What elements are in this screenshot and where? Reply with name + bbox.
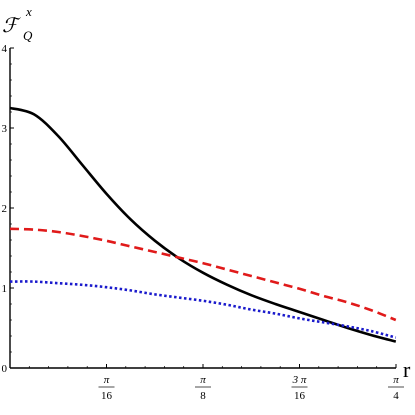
series-line-solid xyxy=(9,106,397,343)
y-axis-title: ℱ xyxy=(2,15,21,37)
series-line-dashed xyxy=(9,227,397,322)
axis-titles: ℱ x Q r xyxy=(2,4,411,382)
y-axis-title-superscript: x xyxy=(25,4,32,19)
y-tick-label: 3 xyxy=(2,123,8,135)
y-tick-label: 1 xyxy=(2,283,8,295)
series-line-dotted xyxy=(9,280,397,339)
x-tick-label-denominator: 16 xyxy=(101,390,113,402)
x-tick-label-denominator: 16 xyxy=(294,390,306,402)
x-axis-title: r xyxy=(403,357,411,382)
ticks: 0 1 2 3 4 π 16 π 8 3 π 16 π 4 xyxy=(2,43,404,402)
x-tick-label-denominator: 8 xyxy=(200,390,206,402)
x-tick-label-numerator: π xyxy=(104,374,110,386)
series xyxy=(9,106,397,343)
y-tick-label: 0 xyxy=(2,363,8,375)
x-tick-label-numerator: π xyxy=(393,374,399,386)
axes xyxy=(9,48,396,369)
x-tick-label-denominator: 4 xyxy=(393,390,399,402)
x-tick-label-numerator: 3 π xyxy=(292,374,307,386)
y-axis-title-subscript: Q xyxy=(23,28,33,43)
y-tick-label: 4 xyxy=(2,43,8,55)
y-tick-label: 2 xyxy=(2,203,8,215)
x-tick-label-numerator: π xyxy=(200,374,206,386)
